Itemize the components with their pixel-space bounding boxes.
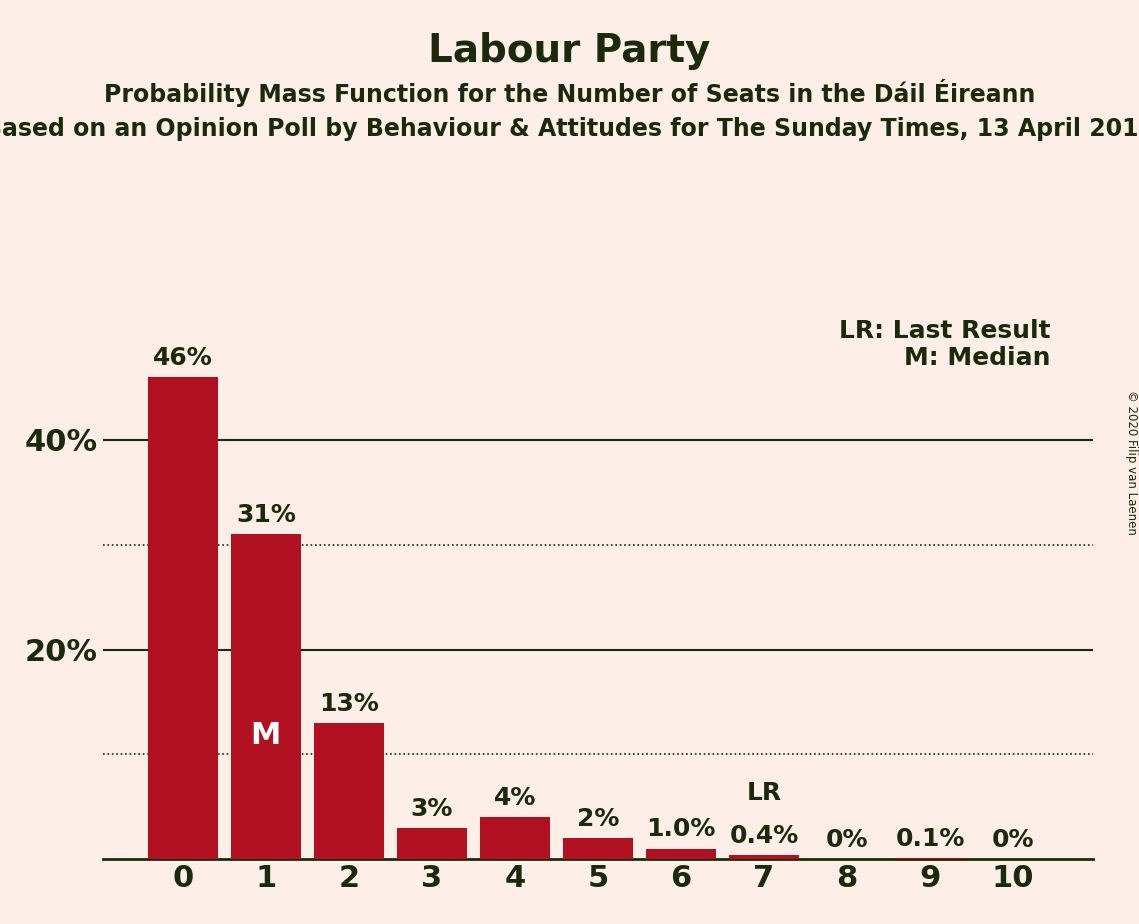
Text: 4%: 4% bbox=[494, 786, 536, 810]
Bar bbox=[729, 855, 800, 859]
Text: 0%: 0% bbox=[992, 828, 1034, 852]
Text: 46%: 46% bbox=[153, 346, 213, 370]
Bar bbox=[480, 818, 550, 859]
Bar bbox=[563, 838, 633, 859]
Bar bbox=[646, 849, 716, 859]
Text: LR: Last Result: LR: Last Result bbox=[838, 320, 1050, 344]
Text: 0.1%: 0.1% bbox=[895, 827, 965, 851]
Text: 0.4%: 0.4% bbox=[729, 824, 798, 848]
Text: 0%: 0% bbox=[826, 828, 868, 852]
Bar bbox=[313, 723, 384, 859]
Text: © 2020 Filip van Laenen: © 2020 Filip van Laenen bbox=[1124, 390, 1138, 534]
Text: 2%: 2% bbox=[576, 807, 620, 831]
Bar bbox=[895, 858, 966, 859]
Text: M: Median: M: Median bbox=[904, 346, 1050, 370]
Text: 31%: 31% bbox=[236, 503, 296, 527]
Text: 3%: 3% bbox=[411, 796, 453, 821]
Bar bbox=[396, 828, 467, 859]
Text: LR: LR bbox=[746, 781, 781, 805]
Text: Probability Mass Function for the Number of Seats in the Dáil Éireann: Probability Mass Function for the Number… bbox=[104, 79, 1035, 106]
Text: Labour Party: Labour Party bbox=[428, 32, 711, 70]
Text: Based on an Opinion Poll by Behaviour & Attitudes for The Sunday Times, 13 April: Based on an Opinion Poll by Behaviour & … bbox=[0, 117, 1139, 141]
Text: M: M bbox=[251, 722, 281, 750]
Bar bbox=[148, 377, 219, 859]
Bar bbox=[230, 534, 301, 859]
Text: 1.0%: 1.0% bbox=[646, 818, 715, 842]
Text: 13%: 13% bbox=[319, 692, 379, 716]
